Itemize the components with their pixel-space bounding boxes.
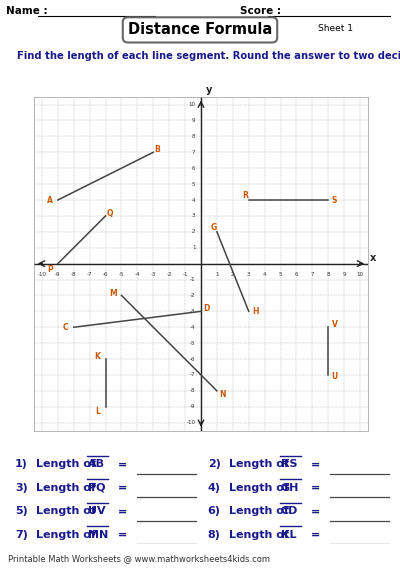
Text: 6: 6 [192, 166, 196, 170]
Text: 3): 3) [15, 483, 28, 493]
Text: UV: UV [88, 506, 106, 516]
Text: Sheet 1: Sheet 1 [318, 25, 353, 34]
Text: -7: -7 [190, 372, 196, 377]
Text: y: y [206, 85, 212, 95]
Text: 2: 2 [231, 272, 234, 278]
Text: 4: 4 [263, 272, 266, 278]
Text: U: U [332, 372, 338, 381]
Text: Name :: Name : [6, 6, 48, 16]
Text: =: = [118, 483, 127, 493]
Text: Score :: Score : [240, 6, 281, 16]
Text: -6: -6 [190, 357, 196, 361]
Text: L: L [95, 407, 100, 416]
Text: 3: 3 [192, 213, 196, 218]
Text: A: A [47, 196, 53, 205]
Text: Length of: Length of [36, 530, 96, 540]
Text: Find the length of each line segment. Round the answer to two decimal places.: Find the length of each line segment. Ro… [17, 51, 400, 62]
Text: R: R [242, 191, 248, 200]
Text: 4): 4) [208, 483, 221, 493]
Text: CD: CD [281, 506, 298, 516]
Text: N: N [219, 389, 226, 398]
Text: =: = [311, 483, 320, 493]
Text: -3: -3 [150, 272, 156, 278]
Text: -5: -5 [119, 272, 124, 278]
Text: 7: 7 [192, 150, 196, 155]
Text: 2): 2) [208, 459, 220, 470]
Text: 10: 10 [356, 272, 364, 278]
Text: 7: 7 [310, 272, 314, 278]
Text: 10: 10 [188, 102, 196, 107]
Text: B: B [154, 145, 160, 153]
Text: 8): 8) [208, 530, 220, 540]
Text: =: = [311, 530, 320, 540]
Text: 6: 6 [295, 272, 298, 278]
Text: 9: 9 [192, 118, 196, 123]
Text: 8: 8 [326, 272, 330, 278]
Text: -7: -7 [87, 272, 92, 278]
Text: KL: KL [281, 530, 296, 540]
Text: Printable Math Worksheets @ www.mathworksheets4kids.com: Printable Math Worksheets @ www.mathwork… [8, 554, 270, 563]
Text: -5: -5 [190, 341, 196, 345]
Text: G: G [210, 222, 217, 231]
Text: D: D [203, 304, 210, 314]
Text: -3: -3 [190, 309, 196, 314]
Text: 3: 3 [247, 272, 250, 278]
Text: -8: -8 [71, 272, 76, 278]
Text: =: = [311, 459, 320, 470]
Text: =: = [118, 506, 127, 516]
Text: 1): 1) [15, 459, 28, 470]
Text: PQ: PQ [88, 483, 106, 493]
Text: 1: 1 [215, 272, 219, 278]
Text: Length of: Length of [229, 483, 289, 493]
Text: Distance Formula: Distance Formula [128, 22, 272, 38]
Text: -8: -8 [190, 388, 196, 393]
Text: -10: -10 [38, 272, 46, 278]
Text: Length of: Length of [36, 506, 96, 516]
Text: 2: 2 [192, 229, 196, 234]
Text: -2: -2 [190, 293, 196, 298]
Text: Length of: Length of [229, 506, 289, 516]
Text: AB: AB [88, 459, 105, 470]
Text: 5: 5 [192, 182, 196, 186]
Text: Length of: Length of [36, 459, 96, 470]
FancyBboxPatch shape [0, 34, 400, 559]
Text: -4: -4 [135, 272, 140, 278]
Text: GH: GH [281, 483, 299, 493]
Text: P: P [47, 266, 53, 275]
Text: 8: 8 [192, 134, 196, 139]
Text: H: H [252, 307, 258, 316]
Text: -1: -1 [182, 272, 188, 278]
Text: 6): 6) [208, 506, 221, 516]
Text: 7): 7) [15, 530, 28, 540]
Text: Length of: Length of [36, 483, 96, 493]
Text: -10: -10 [186, 420, 196, 425]
Text: 5: 5 [279, 272, 282, 278]
Text: -9: -9 [55, 272, 61, 278]
Text: Length of: Length of [229, 530, 289, 540]
Text: C: C [63, 323, 69, 332]
Text: =: = [311, 506, 320, 516]
Text: V: V [332, 320, 338, 328]
Text: -9: -9 [190, 404, 196, 409]
Text: =: = [118, 530, 127, 540]
Text: -1: -1 [190, 277, 196, 282]
Text: -6: -6 [103, 272, 108, 278]
Text: 4: 4 [192, 198, 196, 202]
Text: RS: RS [281, 459, 298, 470]
Text: Q: Q [107, 209, 114, 218]
Text: MN: MN [88, 530, 108, 540]
Text: -4: -4 [190, 325, 196, 329]
Text: K: K [95, 352, 100, 361]
Text: 5): 5) [15, 506, 28, 516]
Text: -2: -2 [166, 272, 172, 278]
Text: Length of: Length of [229, 459, 289, 470]
Text: 1: 1 [192, 245, 196, 250]
Text: =: = [118, 459, 127, 470]
Text: x: x [370, 253, 376, 263]
Text: 9: 9 [342, 272, 346, 278]
Text: M: M [110, 288, 117, 298]
Text: S: S [331, 196, 336, 205]
